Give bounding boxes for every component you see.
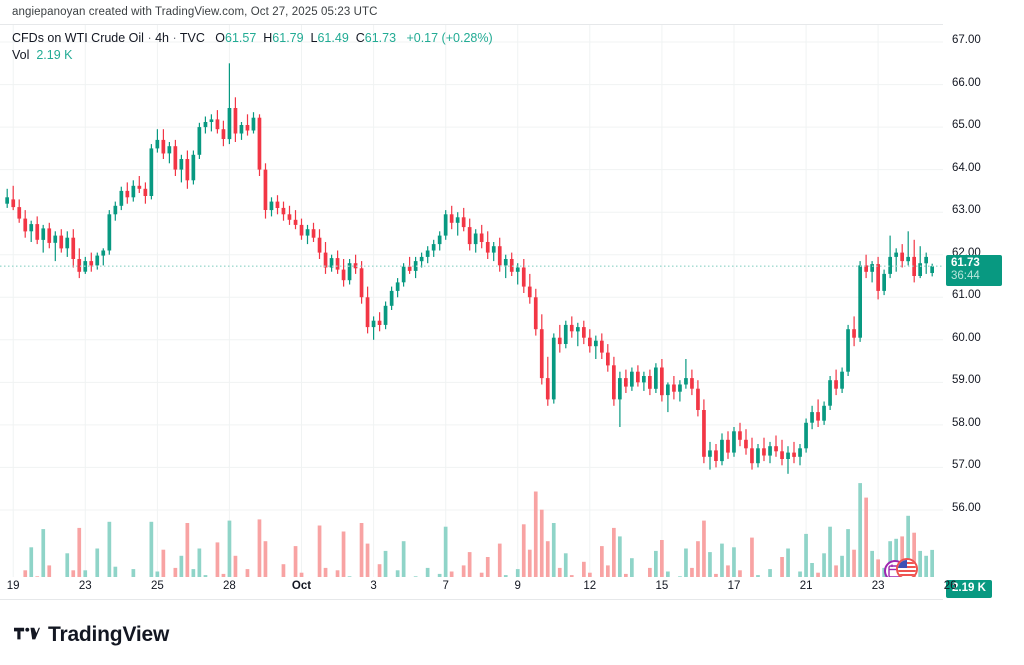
price-tick-label: 67.00 <box>952 34 981 47</box>
attribution-text: angiepanoyan created with TradingView.co… <box>12 6 378 18</box>
price-tick-label: 59.00 <box>952 374 981 387</box>
price-tick-label: 63.00 <box>952 204 981 217</box>
time-tick-label: 15 <box>655 580 669 592</box>
price-tick-label: 58.00 <box>952 416 981 429</box>
last-price-value: 61.73 <box>951 257 980 270</box>
time-tick-label: 12 <box>583 580 597 592</box>
time-scale[interactable]: 19 23 25 28 Oct 3 7 9 12 15 17 21 23 26 <box>0 576 957 600</box>
price-tick-label: 61.00 <box>952 289 981 302</box>
bar-countdown: 36:44 <box>951 270 980 283</box>
time-tick-label: Oct <box>291 580 312 592</box>
time-tick-label: 19 <box>6 580 20 592</box>
chart-frame <box>0 24 1008 600</box>
time-tick-label: 25 <box>150 580 164 592</box>
volume-series <box>23 483 934 577</box>
tradingview-logo-icon <box>14 627 40 640</box>
last-price-badge[interactable]: 61.73 36:44 <box>946 255 1002 287</box>
event-markers[interactable] <box>0 25 943 577</box>
us-flag-icon <box>898 560 916 577</box>
time-tick-label: 23 <box>871 580 885 592</box>
time-tick-label: 7 <box>442 580 449 592</box>
time-tick-label: 26 <box>943 580 957 592</box>
last-price-line <box>0 265 943 267</box>
time-tick-label: 23 <box>78 580 92 592</box>
price-tick-label: 56.00 <box>952 501 981 514</box>
price-tick-label: 65.00 <box>952 119 981 132</box>
chart-plot-area[interactable] <box>0 25 943 577</box>
gridlines <box>0 25 943 577</box>
price-tick-label: 57.00 <box>952 459 981 472</box>
footer-branding: TradingView <box>14 623 169 647</box>
time-tick-label: 3 <box>370 580 377 592</box>
time-tick-label: 17 <box>727 580 741 592</box>
price-tick-label: 66.00 <box>952 76 981 89</box>
time-tick-label: 9 <box>514 580 521 592</box>
candlestick-series <box>5 63 934 474</box>
price-tick-label: 60.00 <box>952 331 981 344</box>
volume-badge[interactable]: 2.19 K <box>946 580 992 598</box>
time-tick-label: 21 <box>799 580 813 592</box>
economic-event-marker-us[interactable] <box>896 558 918 577</box>
time-tick-label: 28 <box>222 580 236 592</box>
price-scale[interactable]: 67.00 66.00 65.00 64.00 63.00 62.00 61.00 60.00… <box>943 24 1008 600</box>
price-tick-label: 64.00 <box>952 161 981 174</box>
brand-name: TradingView <box>48 623 170 646</box>
